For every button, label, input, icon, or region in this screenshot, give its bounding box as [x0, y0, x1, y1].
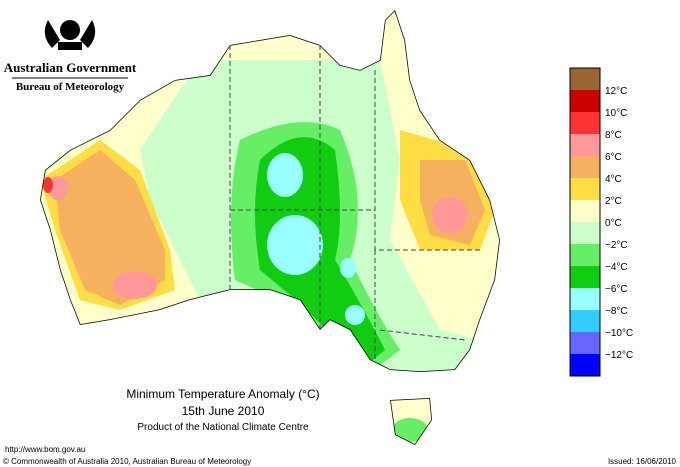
- legend-label: 0°C: [605, 218, 622, 229]
- legend-label: 12°C: [605, 86, 627, 97]
- map-title: Minimum Temperature Anomaly (°C): [126, 387, 319, 401]
- legend-label: 6°C: [605, 152, 622, 163]
- agency-name: Bureau of Meteorology: [16, 81, 125, 93]
- legend-swatch: [570, 68, 600, 90]
- government-name: Australian Government: [4, 60, 137, 75]
- legend-swatch: [570, 332, 600, 354]
- legend-swatch: [570, 134, 600, 156]
- legend: 12°C 10°C 8°C 6°C 4°C 2°C 0°C −2°C −4°C −6°C −8°C −…: [569, 67, 633, 377]
- legend-label: 4°C: [605, 174, 622, 185]
- legend-swatch: [570, 90, 600, 112]
- legend-frame: [569, 67, 601, 377]
- legend-swatch: [570, 200, 600, 222]
- legend-swatch: [570, 244, 600, 266]
- legend-swatch: [570, 288, 600, 310]
- legend-swatch: [570, 222, 600, 244]
- map-product: Product of the National Climate Centre: [137, 422, 309, 433]
- website: http://www.bom.gov.au: [5, 445, 85, 454]
- legend-label: −10°C: [605, 328, 633, 339]
- legend-label: −6°C: [605, 284, 628, 295]
- map-date: 15th June 2010: [182, 404, 265, 418]
- legend-swatch: [570, 354, 600, 376]
- legend-label: 2°C: [605, 196, 622, 207]
- legend-swatch: [570, 266, 600, 288]
- legend-label: −2°C: [605, 240, 628, 251]
- legend-label: 8°C: [605, 130, 622, 141]
- legend-swatch: [570, 310, 600, 332]
- legend-swatch: [570, 156, 600, 178]
- issued-date: Issued: 16/06/2010: [608, 457, 677, 466]
- legend-label: 10°C: [605, 108, 627, 119]
- legend-swatch: [570, 112, 600, 134]
- legend-swatch: [570, 178, 600, 200]
- legend-label: −12°C: [605, 350, 633, 361]
- legend-label: −4°C: [605, 262, 628, 273]
- copyright: © Commonwealth of Australia 2010, Austra…: [3, 457, 251, 466]
- legend-label: −8°C: [605, 306, 628, 317]
- crest: [44, 20, 96, 50]
